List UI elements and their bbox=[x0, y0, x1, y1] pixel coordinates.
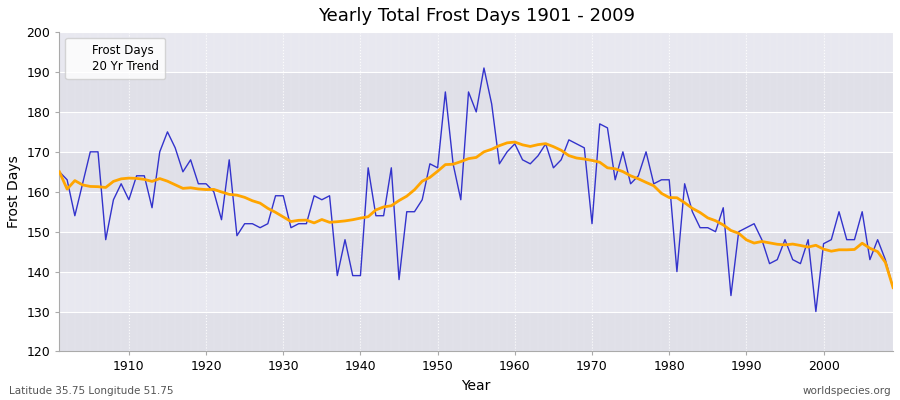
Frost Days bbox=[54, 170, 65, 174]
Bar bbox=[59, 192, 893, 232]
20 Yr Trend bbox=[332, 219, 343, 224]
Frost Days bbox=[887, 285, 898, 290]
Frost Days bbox=[116, 181, 127, 186]
Line: Frost Days: Frost Days bbox=[59, 68, 893, 312]
Text: worldspecies.org: worldspecies.org bbox=[803, 386, 891, 396]
Bar bbox=[59, 112, 893, 152]
20 Yr Trend bbox=[887, 285, 898, 290]
Frost Days bbox=[811, 309, 822, 314]
Frost Days bbox=[285, 225, 296, 230]
20 Yr Trend bbox=[610, 166, 621, 171]
Bar bbox=[59, 232, 893, 272]
Frost Days bbox=[479, 66, 490, 70]
Bar bbox=[59, 72, 893, 112]
Title: Yearly Total Frost Days 1901 - 2009: Yearly Total Frost Days 1901 - 2009 bbox=[318, 7, 634, 25]
Y-axis label: Frost Days: Frost Days bbox=[7, 155, 21, 228]
Line: 20 Yr Trend: 20 Yr Trend bbox=[59, 142, 893, 288]
Bar bbox=[59, 32, 893, 72]
Bar bbox=[59, 152, 893, 192]
Frost Days bbox=[509, 142, 520, 146]
Legend: Frost Days, 20 Yr Trend: Frost Days, 20 Yr Trend bbox=[66, 38, 166, 79]
20 Yr Trend bbox=[285, 219, 296, 224]
Bar bbox=[59, 312, 893, 352]
Text: Latitude 35.75 Longitude 51.75: Latitude 35.75 Longitude 51.75 bbox=[9, 386, 174, 396]
20 Yr Trend bbox=[509, 140, 520, 144]
20 Yr Trend bbox=[116, 176, 127, 181]
X-axis label: Year: Year bbox=[462, 379, 490, 393]
Frost Days bbox=[610, 177, 621, 182]
20 Yr Trend bbox=[54, 170, 65, 174]
20 Yr Trend bbox=[518, 142, 528, 147]
20 Yr Trend bbox=[501, 140, 512, 145]
Bar bbox=[59, 272, 893, 312]
Frost Days bbox=[332, 273, 343, 278]
Frost Days bbox=[518, 158, 528, 162]
